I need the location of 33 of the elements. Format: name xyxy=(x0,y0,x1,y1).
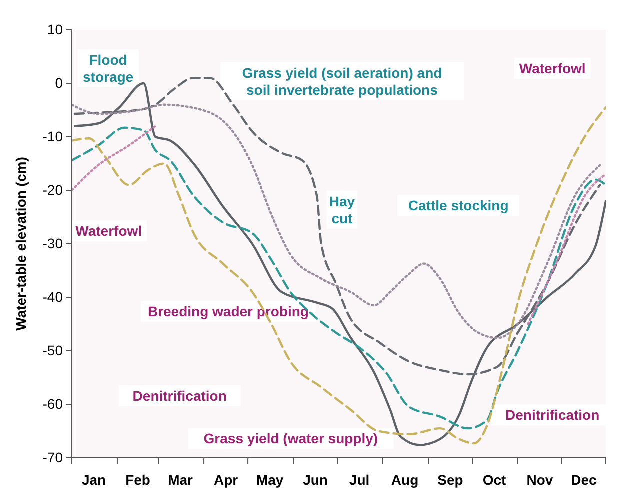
y-tick-label: -10 xyxy=(42,128,64,144)
annotation: Waterfowl xyxy=(76,223,142,240)
annotation: Waterfowl xyxy=(519,60,586,77)
x-tick-label: Dec xyxy=(571,472,598,488)
x-tick-label: Nov xyxy=(526,472,554,488)
x-tick-label: May xyxy=(256,472,284,488)
x-tick-label: Oct xyxy=(482,472,507,488)
y-tick-label: -30 xyxy=(42,235,64,252)
y-tick-label: 0 xyxy=(55,74,64,91)
annotation: Flood storage xyxy=(83,52,134,86)
y-tick-label: 10 xyxy=(47,21,64,38)
x-tick-label: Sep xyxy=(438,472,464,488)
annotation: Denitrification xyxy=(506,407,600,424)
annotation: Breeding wader probing xyxy=(148,304,309,320)
annotation: Grass yield (soil aeration) and soil invertebrate populations xyxy=(242,64,442,98)
x-tick-label: Jul xyxy=(349,472,370,488)
annotation: Cattle stocking xyxy=(408,197,509,214)
x-tick-label: Mar xyxy=(168,472,194,488)
x-tick-label: Apr xyxy=(214,472,239,488)
y-tick-label: -50 xyxy=(42,342,64,358)
annotation: Denitrification xyxy=(132,388,227,404)
annotation: Hay cut xyxy=(329,193,356,226)
y-tick-label: -60 xyxy=(42,396,64,412)
y-tick-label: -70 xyxy=(42,449,64,466)
x-tick-label: Aug xyxy=(391,472,419,488)
x-tick-label: Jun xyxy=(303,472,328,488)
y-tick-label: -20 xyxy=(42,182,64,198)
line-series xyxy=(72,104,602,340)
y-tick-label: -40 xyxy=(42,288,64,305)
annotation: Grass yield (water supply) xyxy=(204,430,378,447)
y-axis-title: Water-table elevation (cm) xyxy=(13,157,29,331)
x-tick-label: Jan xyxy=(82,472,106,488)
x-tick-label: Feb xyxy=(126,472,150,488)
